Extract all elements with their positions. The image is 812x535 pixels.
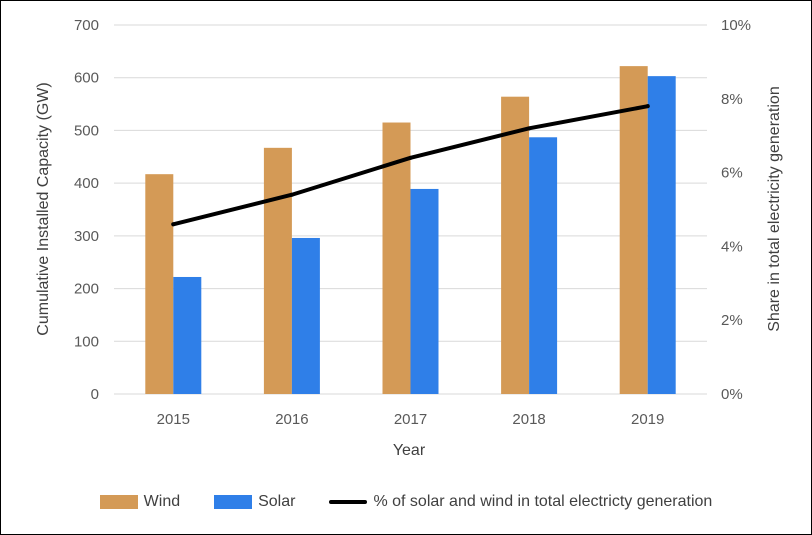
y-tick-label: 100 (74, 333, 99, 350)
y-tick-label: 400 (74, 175, 99, 192)
legend-item-share: % of solar and wind in total electricty … (329, 493, 712, 511)
legend-item-wind: Wind (99, 493, 181, 511)
y2-tick-label: 2% (721, 312, 743, 329)
legend-label-share: % of solar and wind in total electricty … (373, 493, 713, 510)
y2-tick-label: 6% (721, 165, 743, 182)
share-point (289, 192, 294, 197)
y2-tick-label: 4% (721, 238, 743, 255)
legend-label-wind: Wind (143, 493, 181, 510)
x-tick-label: 2016 (275, 411, 308, 428)
y2-axis-title: Share in total electricity generation (766, 86, 783, 331)
share-point (171, 222, 176, 227)
x-tick-label: 2019 (631, 411, 664, 428)
y-tick-label: 600 (74, 70, 99, 87)
bar-wind-2016 (263, 147, 292, 394)
y-tick-label: 300 (74, 228, 99, 245)
y-tick-label: 0 (91, 386, 99, 403)
legend-item-solar: Solar (214, 493, 295, 511)
bar-solar-2019 (647, 76, 676, 394)
legend-swatch-share (329, 500, 368, 504)
bar-solar-2017 (410, 188, 439, 394)
legend: Wind Solar % of solar and wind in total … (1, 493, 811, 511)
bar-solar-2018 (529, 137, 558, 394)
bar-wind-2018 (501, 96, 530, 394)
share-point (408, 155, 413, 160)
bar-solar-2015 (173, 276, 202, 394)
x-axis-title: Year (393, 442, 426, 459)
bar-solar-2016 (291, 237, 320, 394)
x-tick-label: 2017 (394, 411, 427, 428)
y2-tick-label: 0% (721, 386, 743, 403)
y2-tick-label: 10% (721, 17, 751, 34)
y2-tick-label: 8% (721, 91, 743, 108)
bar-wind-2019 (619, 66, 648, 395)
share-point (645, 104, 650, 109)
y-axis-title: Cumulative Installed Capacity (GW) (35, 82, 52, 335)
y-tick-label: 500 (74, 122, 99, 139)
y-tick-label: 200 (74, 281, 99, 298)
legend-swatch-solar (214, 495, 253, 509)
y-tick-label: 700 (74, 17, 99, 34)
bar-wind-2015 (145, 174, 174, 394)
bar-wind-2017 (382, 122, 411, 395)
share-point (527, 126, 532, 131)
legend-swatch-wind (99, 495, 138, 509)
x-tick-label: 2015 (157, 411, 190, 428)
legend-label-solar: Solar (258, 493, 296, 510)
x-tick-label: 2018 (512, 411, 545, 428)
chart-plot: 0 100 200 300 400 500 600 700 0% 2% 4% 6% 8% 10% 2015 2… (35, 17, 783, 459)
